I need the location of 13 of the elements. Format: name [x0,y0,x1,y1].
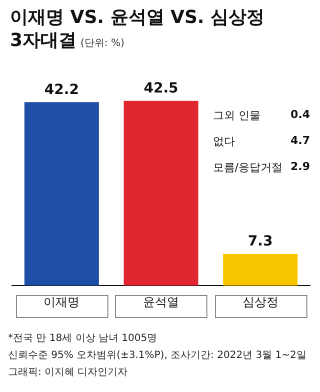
text: 없다 4.7 [212,134,310,148]
data-label: 7.3 [248,234,273,250]
annotation: 모름/응답거절 2.9 [212,160,310,175]
text: *전국 만 18세 이상 남녀 1005명 [8,332,158,346]
text: 신뢰수준 95% 오차범위(±3.1%P), 조사기간: 2022년 3월 1~2일 [8,349,306,363]
text: 그래픽: 이지혜 디자인기자 [8,366,129,380]
text: 그외 인물 0.4 [212,108,310,122]
x-tick-label: 심상정 [242,294,278,309]
chart-subtitle: (단위: %) [80,38,124,49]
data-label: 42.2 [44,82,79,98]
data-label: 42.5 [144,80,178,97]
x-tick-label: 이재명 [44,294,80,309]
x-tick-label: 윤석열 [143,294,179,309]
